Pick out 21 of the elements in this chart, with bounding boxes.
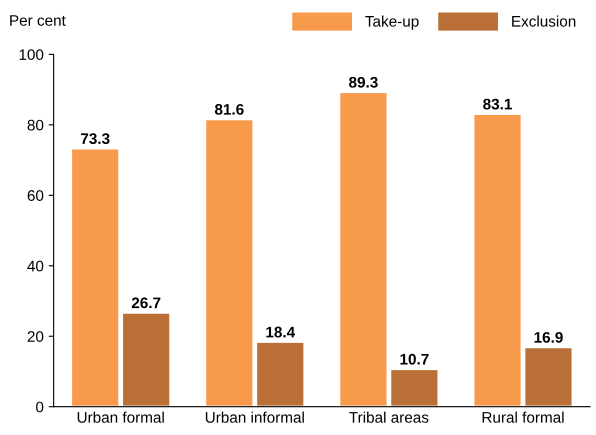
y-tick-label: 80 [28, 120, 44, 131]
legend-label: Take-up [365, 15, 419, 30]
data-label: 89.3 [349, 76, 378, 88]
y-tick-label: 60 [28, 190, 44, 201]
legend-label: Exclusion [512, 15, 576, 27]
data-label: 26.7 [132, 297, 160, 308]
x-tick-label: Tribal areas [349, 412, 428, 423]
data-label: 18.4 [266, 326, 296, 338]
x-tick-label: Urban formal [78, 412, 164, 423]
data-label: 83.1 [483, 98, 512, 110]
y-tick-label: 20 [28, 331, 44, 342]
y-axis-title: Per cent [10, 15, 66, 26]
x-tick-label: Rural formal [482, 412, 564, 423]
y-tick-label: 100 [20, 49, 44, 60]
data-label: 16.9 [534, 332, 563, 343]
data-label: 81.6 [214, 104, 244, 115]
y-tick-label: 0 [36, 402, 44, 412]
data-label: 73.3 [81, 133, 110, 144]
data-label: 10.7 [400, 354, 429, 365]
x-tick-label: Urban informal [206, 412, 304, 423]
y-tick-label: 40 [27, 260, 44, 272]
